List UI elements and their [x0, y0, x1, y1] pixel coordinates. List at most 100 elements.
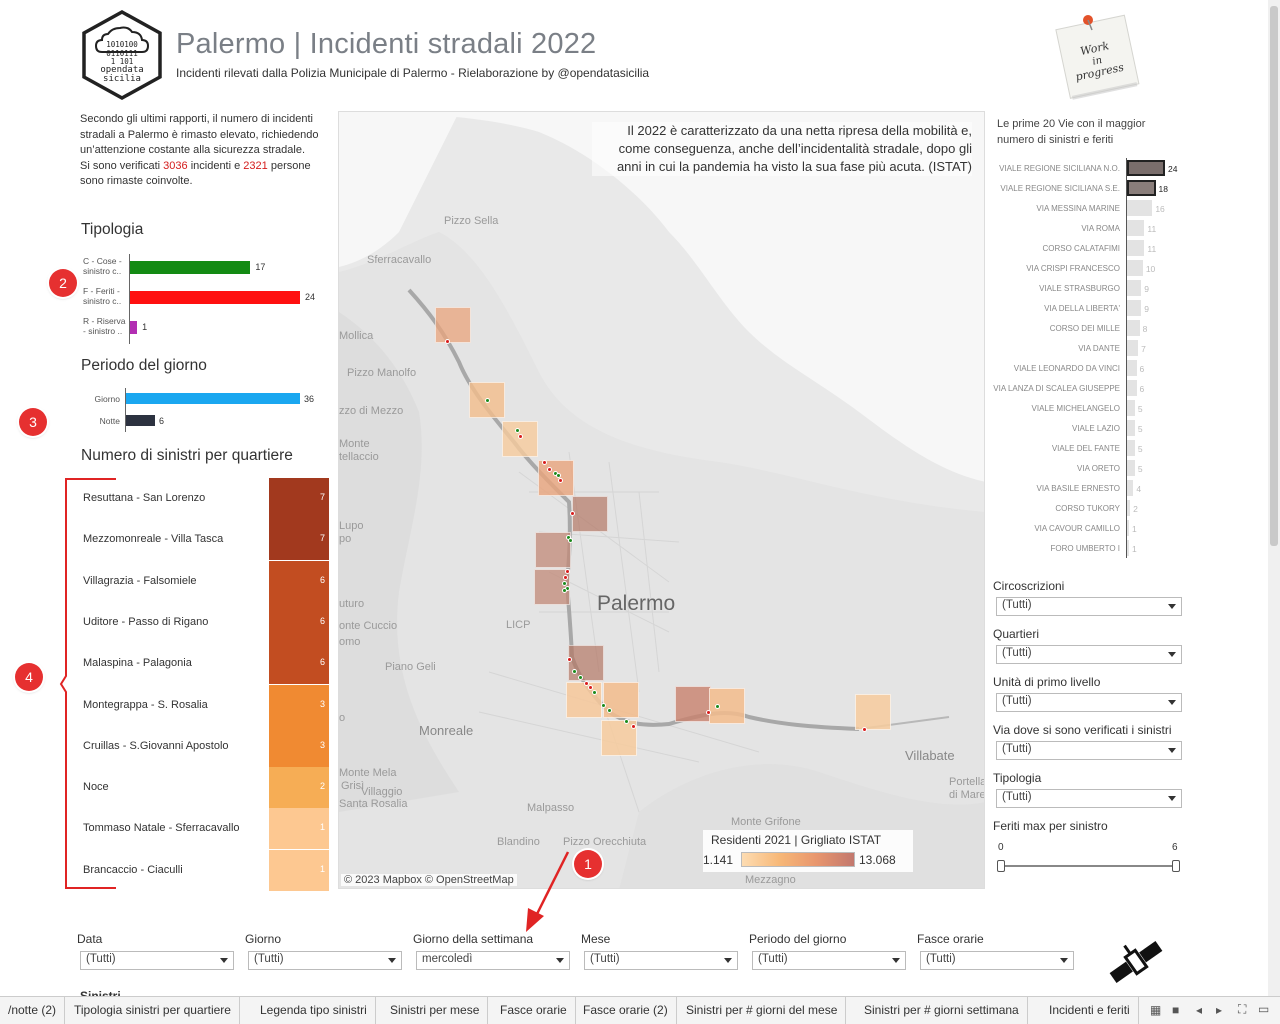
sheet-tab[interactable]: Fasce orarie — [492, 997, 576, 1024]
map-view[interactable]: Pizzo Sella Sferracavallo Mollica Pizzo Man… — [338, 111, 985, 889]
top20-bar[interactable] — [1127, 220, 1145, 236]
top20-bar[interactable] — [1127, 340, 1139, 356]
top20-bar[interactable] — [1127, 480, 1134, 496]
map-place-label: Villaggio — [361, 786, 403, 798]
top20-bar[interactable] — [1127, 160, 1165, 176]
quartiere-row[interactable]: Cruillas - S.Giovanni Apostolo 3 — [80, 725, 330, 767]
incident-point[interactable] — [515, 428, 520, 433]
tipologia-bar[interactable] — [130, 291, 300, 304]
top20-bar[interactable] — [1127, 380, 1137, 396]
incident-point[interactable] — [563, 575, 568, 580]
top20-bar[interactable] — [1127, 300, 1142, 316]
incident-point[interactable] — [631, 724, 636, 729]
top20-bar[interactable] — [1127, 460, 1135, 476]
incident-point[interactable] — [445, 339, 450, 344]
sheet-tab[interactable]: Fasce orarie (2) — [575, 997, 677, 1024]
top20-bar[interactable] — [1127, 180, 1156, 196]
quartiere-row[interactable]: Villagrazia - Falsomiele 6 — [80, 560, 330, 602]
incident-point[interactable] — [601, 703, 606, 708]
sheet-tab[interactable]: Legenda tipo sinistri — [252, 997, 376, 1024]
grid-cell — [568, 645, 604, 681]
incident-point[interactable] — [588, 685, 593, 690]
sheet-tab[interactable]: Incidenti e feriti — [1041, 997, 1139, 1024]
quartiere-row[interactable]: Mezzomonreale - Villa Tasca 7 — [80, 519, 330, 561]
incident-point[interactable] — [570, 511, 575, 516]
quartiere-row[interactable]: Malaspina - Palagonia 6 — [80, 643, 330, 685]
periodo-bar[interactable] — [126, 393, 300, 404]
incident-point[interactable] — [578, 675, 583, 680]
filmstrip-view-icon[interactable]: ■ — [1172, 1003, 1180, 1017]
incident-point[interactable] — [706, 710, 711, 715]
incident-point[interactable] — [624, 719, 629, 724]
top20-bar[interactable] — [1127, 280, 1142, 296]
filter-select[interactable]: (Tutti) — [996, 645, 1182, 664]
bottom-filter-select[interactable]: (Tutti) — [920, 951, 1074, 970]
incident-point[interactable] — [558, 478, 563, 483]
filter-select[interactable]: (Tutti) — [996, 741, 1182, 760]
fullscreen-icon[interactable]: ⛶ — [1238, 1002, 1247, 1016]
incident-point[interactable] — [485, 398, 490, 403]
quartiere-row[interactable]: Montegrappa - S. Rosalia 3 — [80, 684, 330, 726]
bottom-filter-select[interactable]: mercoledì — [416, 951, 570, 970]
slider-handle-max[interactable] — [1172, 860, 1180, 872]
incident-point[interactable] — [542, 460, 547, 465]
quartiere-row[interactable]: Tommaso Natale - Sferracavallo 1 — [80, 808, 330, 850]
quartiere-value: 3 — [319, 739, 325, 750]
bottom-filter-select[interactable]: (Tutti) — [584, 951, 738, 970]
prev-sheet-icon[interactable]: ◂ — [1196, 1003, 1203, 1017]
top20-bar[interactable] — [1127, 540, 1129, 556]
incident-point[interactable] — [572, 669, 577, 674]
quartiere-cell: 1 — [269, 808, 329, 850]
slider-track[interactable] — [1001, 865, 1177, 867]
incident-point[interactable] — [556, 473, 561, 478]
sheet-tab[interactable]: Tipologia sinistri per quartiere — [66, 997, 240, 1024]
incident-point[interactable] — [862, 727, 867, 732]
filter-select[interactable]: (Tutti) — [996, 789, 1182, 808]
top20-bar[interactable] — [1127, 420, 1135, 436]
periodo-bar[interactable] — [126, 415, 155, 426]
incident-point[interactable] — [562, 588, 567, 593]
quartiere-row[interactable]: Resuttana - San Lorenzo 7 — [80, 478, 330, 519]
quartiere-row[interactable]: Noce 2 — [80, 767, 330, 809]
incident-point[interactable] — [518, 434, 523, 439]
incident-point[interactable] — [568, 538, 573, 543]
next-sheet-icon[interactable]: ▸ — [1216, 1003, 1223, 1017]
top20-bar[interactable] — [1127, 400, 1135, 416]
top20-value: 11 — [1147, 224, 1157, 234]
incident-point[interactable] — [567, 657, 572, 662]
top20-bar[interactable] — [1127, 200, 1153, 216]
bottom-filter-select[interactable]: (Tutti) — [752, 951, 906, 970]
slider-max: 6 — [1172, 842, 1178, 853]
incident-point[interactable] — [562, 581, 567, 586]
top20-bar[interactable] — [1127, 240, 1145, 256]
tipologia-bar[interactable] — [130, 321, 138, 334]
incident-point[interactable] — [547, 467, 552, 472]
top20-bar[interactable] — [1127, 440, 1135, 456]
slider-handle-min[interactable] — [997, 860, 1005, 872]
tipologia-bar[interactable] — [130, 261, 251, 274]
quartiere-row[interactable]: Brancaccio - Ciaculli 1 — [80, 849, 330, 891]
grid-view-icon[interactable]: ▦ — [1150, 1003, 1162, 1017]
bottom-filter-select[interactable]: (Tutti) — [80, 951, 234, 970]
filter-select[interactable]: (Tutti) — [996, 693, 1182, 712]
present-icon[interactable]: ▭ — [1258, 1002, 1270, 1016]
chevron-down-icon — [388, 958, 396, 963]
quartiere-row[interactable]: Uditore - Passo di Rigano 6 — [80, 601, 330, 643]
top20-bar[interactable] — [1127, 360, 1137, 376]
sheet-tab[interactable]: Sinistri per mese — [382, 997, 489, 1024]
top20-bar[interactable] — [1127, 500, 1131, 516]
filter-select[interactable]: (Tutti) — [996, 597, 1182, 616]
top20-bar[interactable] — [1127, 260, 1143, 276]
sheet-tab[interactable]: Sinistri per # giorni settimana — [856, 997, 1028, 1024]
sheet-tab[interactable]: /notte (2) — [0, 997, 66, 1024]
incident-point[interactable] — [584, 681, 589, 686]
scrollbar-thumb[interactable] — [1270, 6, 1278, 546]
incident-point[interactable] — [565, 569, 570, 574]
incident-point[interactable] — [715, 704, 720, 709]
incident-point[interactable] — [592, 690, 597, 695]
sheet-tab[interactable]: Sinistri per # giorni del mese — [678, 997, 847, 1024]
incident-point[interactable] — [607, 708, 612, 713]
top20-bar[interactable] — [1127, 320, 1140, 336]
top20-bar[interactable] — [1127, 520, 1129, 536]
bottom-filter-select[interactable]: (Tutti) — [248, 951, 402, 970]
